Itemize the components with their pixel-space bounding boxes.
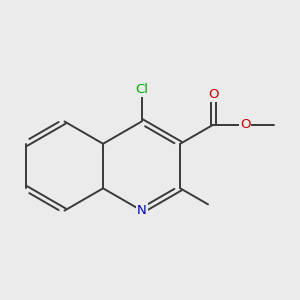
Text: O: O: [240, 118, 250, 131]
Text: Cl: Cl: [135, 83, 148, 96]
Text: N: N: [137, 204, 146, 217]
Text: O: O: [208, 88, 218, 101]
